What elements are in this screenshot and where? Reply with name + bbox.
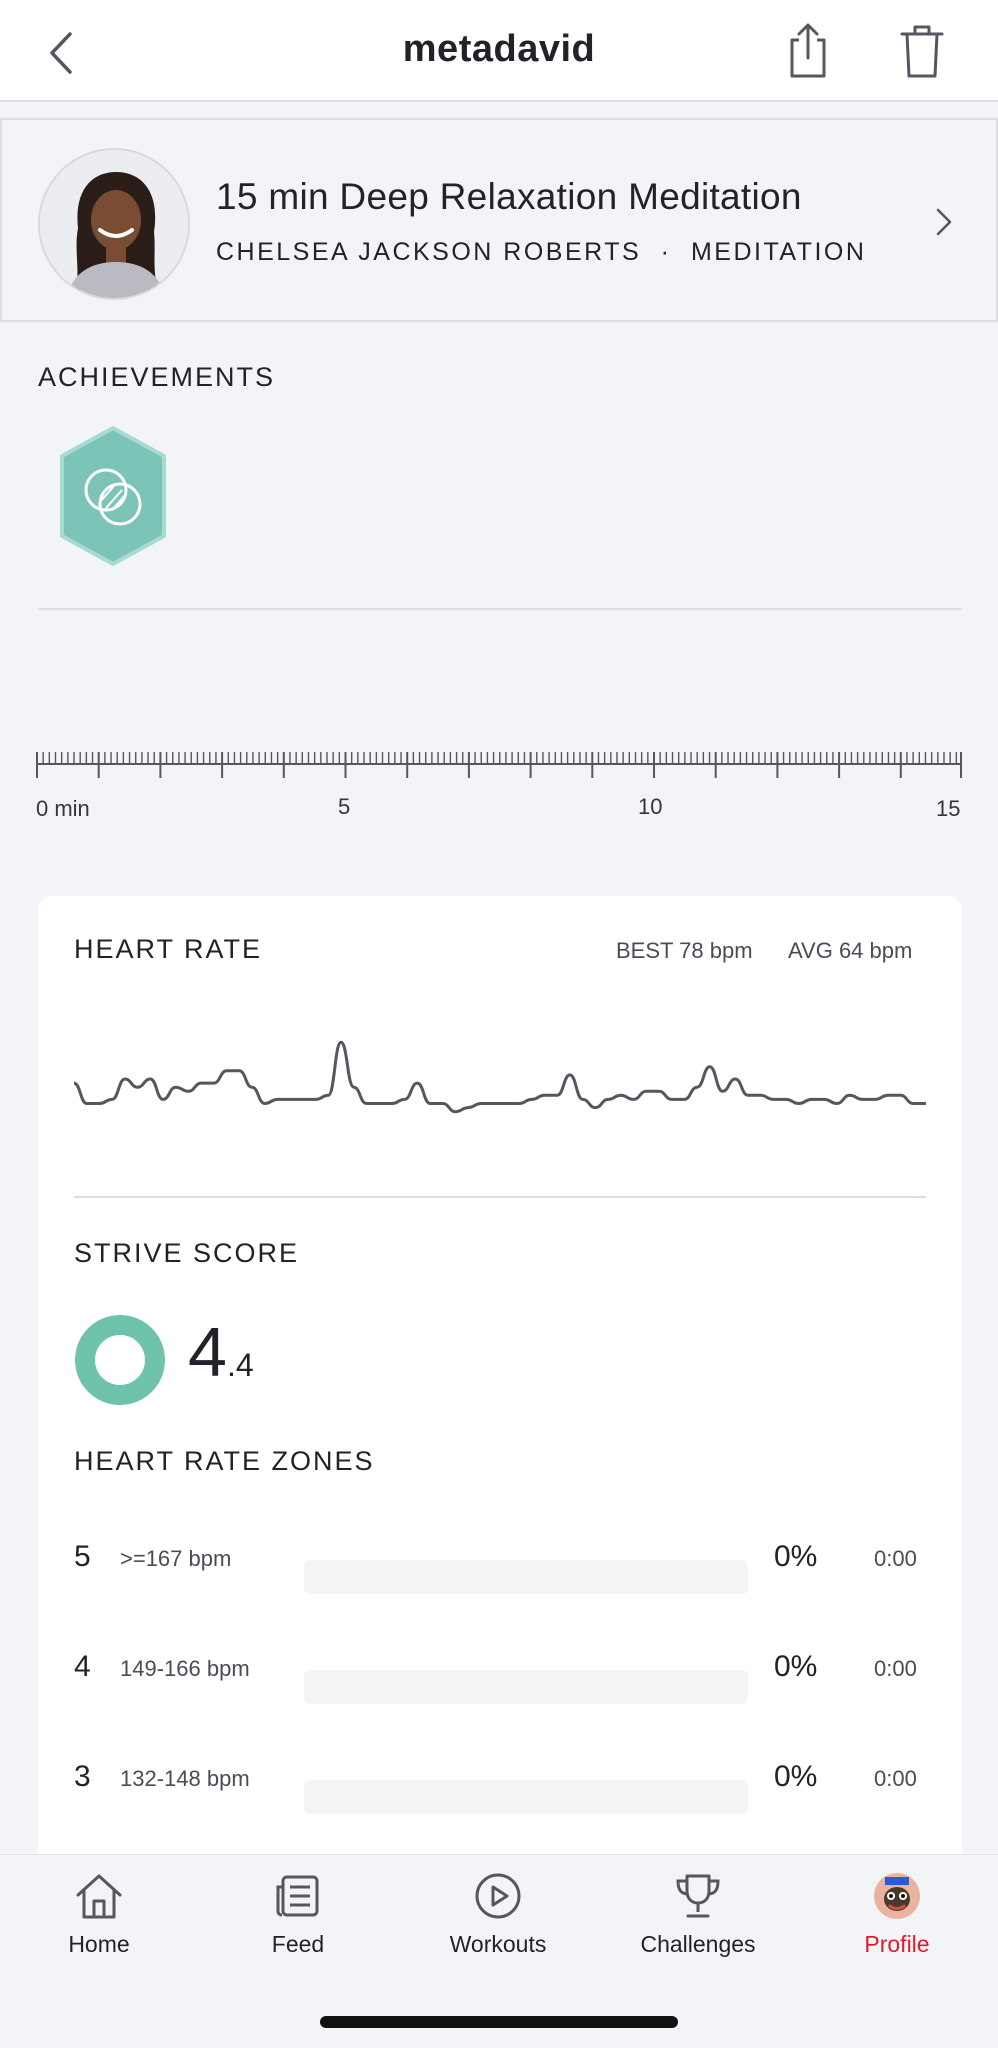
heart-rate-zones-heading: HEART RATE ZONES: [74, 1446, 375, 1476]
tab-profile[interactable]: Profile: [817, 1871, 977, 1971]
share-icon[interactable]: [782, 22, 834, 80]
tab-workouts[interactable]: Workouts: [418, 1871, 578, 1971]
zone-bar: [304, 1670, 748, 1704]
zone-range: >=167 bpm: [120, 1546, 232, 1571]
zone-range: 132-148 bpm: [120, 1766, 250, 1791]
meditation-badge-icon[interactable]: [56, 424, 170, 568]
instructor-name: CHELSEA JACKSON ROBERTS: [216, 238, 642, 266]
zone-time: 0:00: [874, 1656, 917, 1681]
tab-profile-label: Profile: [864, 1931, 930, 1957]
home-indicator: [320, 2016, 678, 2028]
timeline-ticks: [36, 752, 962, 778]
zone-row-4: 4 149-166 bpm 0% 0:00: [74, 1642, 926, 1704]
zone-percent: 0%: [774, 1540, 818, 1573]
zone-bar: [304, 1780, 748, 1814]
home-icon: [76, 1874, 122, 1919]
strive-score-whole: 4: [188, 1313, 227, 1391]
instructor-avatar: [38, 148, 190, 300]
heart-rate-best: BEST 78 bpm: [616, 938, 753, 963]
back-chevron-icon[interactable]: [42, 28, 82, 78]
class-card[interactable]: 15 min Deep Relaxation Meditation CHELSE…: [0, 118, 998, 322]
timeline-label-10: 10: [638, 794, 663, 819]
zone-row-3: 3 132-148 bpm 0% 0:00: [74, 1752, 926, 1814]
zone-bar: [304, 1560, 748, 1594]
page-title: metadavid: [402, 28, 596, 70]
heart-rate-divider: [74, 1196, 926, 1198]
chevron-right-icon[interactable]: [932, 202, 956, 242]
zone-time: 0:00: [874, 1766, 917, 1791]
heart-rate-avg: AVG 64 bpm: [788, 938, 913, 963]
heart-rate-chart: [74, 1040, 926, 1114]
strive-score-heading: STRIVE SCORE: [74, 1238, 300, 1268]
class-subtitle: CHELSEA JACKSON ROBERTS · MEDITATION: [216, 238, 866, 267]
zone-range: 149-166 bpm: [120, 1656, 250, 1681]
class-category: MEDITATION: [690, 238, 867, 266]
achievements-divider: [38, 608, 962, 610]
subtitle-separator: ·: [660, 238, 672, 266]
instructor-avatar-icon: [40, 150, 188, 298]
strive-score-value: 4.4: [188, 1312, 254, 1392]
zone-percent: 0%: [774, 1650, 818, 1683]
zone-number: 3: [74, 1760, 91, 1793]
tab-feed[interactable]: Feed: [218, 1871, 378, 1971]
strive-score-ring: [75, 1315, 165, 1405]
trophy-icon: [676, 1874, 720, 1918]
tab-challenges[interactable]: Challenges: [618, 1871, 778, 1971]
timeline-label-5: 5: [338, 794, 351, 819]
heart-rate-series-line: [74, 1040, 926, 1114]
heart-rate-heading: HEART RATE: [74, 934, 263, 964]
zone-row-5: 5 >=167 bpm 0% 0:00: [74, 1532, 926, 1594]
zone-percent: 0%: [774, 1760, 818, 1793]
zone-number: 5: [74, 1540, 91, 1573]
tab-workouts-label: Workouts: [449, 1931, 547, 1957]
play-circle-icon: [475, 1873, 521, 1919]
zone-number: 4: [74, 1650, 91, 1683]
bottom-tab-bar: Home Feed Workouts Challenges: [0, 1854, 998, 2048]
zone-time: 0:00: [874, 1546, 917, 1571]
class-title: 15 min Deep Relaxation Meditation: [216, 176, 802, 217]
feed-icon: [276, 1875, 319, 1917]
top-bar: metadavid: [0, 0, 998, 102]
tab-home-label: Home: [68, 1931, 130, 1957]
timeline-label-15: 15: [936, 796, 961, 821]
timeline-label-0: 0 min: [36, 796, 90, 821]
tab-home[interactable]: Home: [19, 1871, 179, 1971]
profile-avatar-icon: [874, 1873, 920, 1919]
tab-challenges-label: Challenges: [640, 1931, 756, 1957]
achievements-heading: ACHIEVEMENTS: [38, 362, 276, 392]
class-timeline: 0 min 5 10 15: [36, 752, 962, 832]
tab-feed-label: Feed: [271, 1931, 325, 1957]
strive-score-decimal: .4: [226, 1347, 254, 1383]
trash-icon[interactable]: [898, 22, 946, 80]
